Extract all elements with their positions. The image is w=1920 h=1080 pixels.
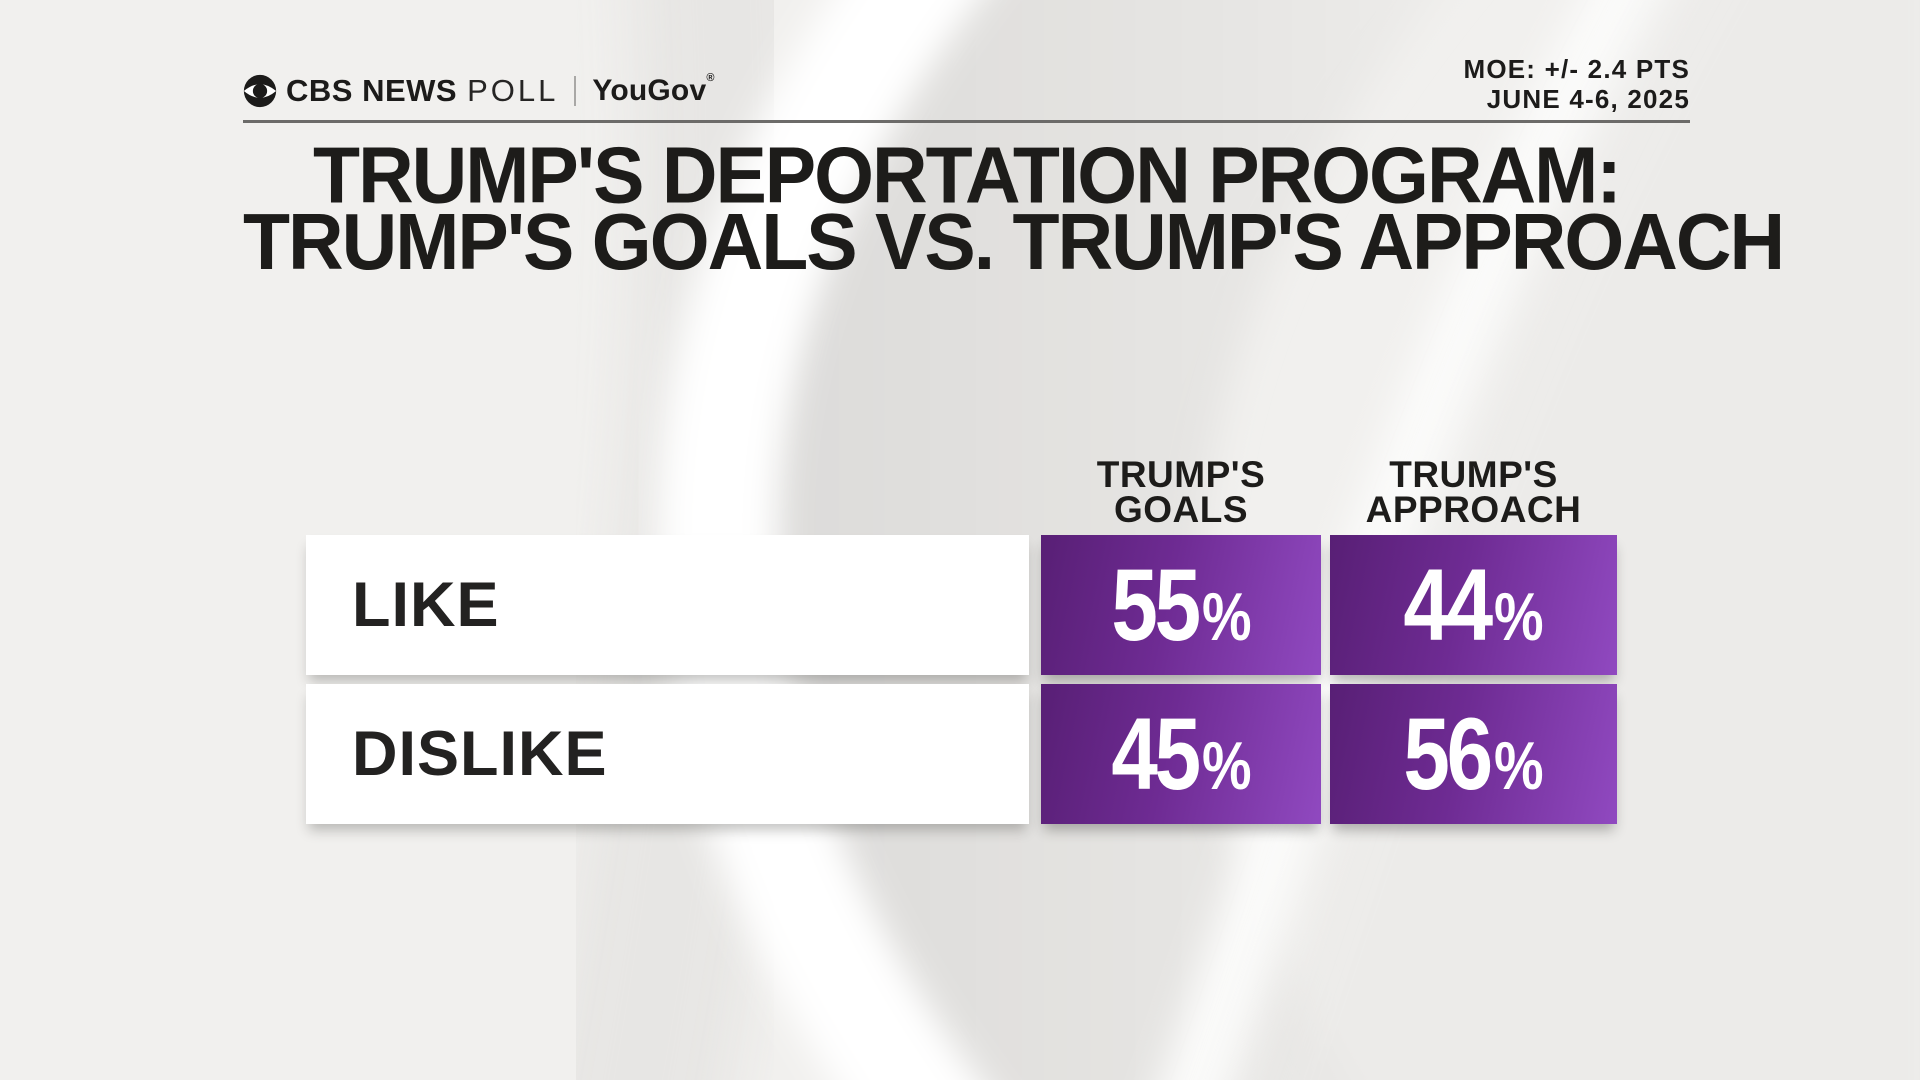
table-row: DISLIKE 45 % 56 %: [0, 684, 1920, 824]
column-header-approach-line2: APPROACH: [1365, 489, 1582, 530]
column-header-goals-line2: GOALS: [1113, 489, 1249, 530]
value-cell-goals-dislike: 45 %: [1041, 684, 1321, 824]
column-header-approach: TRUMP'S APPROACH: [1330, 454, 1617, 530]
title-line-2: TRUMP'S GOALS VS. TRUMP'S APPROACH: [243, 197, 1785, 287]
value-cell-approach-dislike: 56 %: [1330, 684, 1617, 824]
column-header-goals: TRUMP'S GOALS: [1041, 454, 1321, 530]
column-header-goals-line1: TRUMP'S: [1096, 454, 1266, 495]
cbs-eye-icon: [243, 74, 277, 108]
value-digits: 44: [1403, 548, 1493, 662]
value-cell-approach-like: 44 %: [1330, 535, 1617, 675]
row-label-text: LIKE: [352, 570, 500, 640]
value-digits: 56: [1403, 697, 1493, 811]
brand-yougov: YouGov: [592, 74, 707, 107]
percent-sign: %: [1201, 579, 1252, 655]
date-line: JUNE 4-6, 2025: [1486, 84, 1690, 114]
percent-sign: %: [1201, 728, 1252, 804]
row-label-like: LIKE: [306, 535, 1029, 675]
page-title: TRUMP'S DEPORTATION PROGRAM: TRUMP'S GOA…: [243, 130, 1785, 287]
value-digits: 45: [1110, 697, 1201, 811]
row-label-dislike: DISLIKE: [306, 684, 1029, 824]
brand-cbs-news: CBS NEWS: [286, 73, 458, 108]
moe-line: MOE: +/- 2.4 PTS: [1463, 54, 1690, 84]
title-line-1: TRUMP'S DEPORTATION PROGRAM:: [313, 130, 1622, 220]
row-label-text: DISLIKE: [352, 719, 608, 789]
header-divider: [243, 120, 1690, 123]
column-header-approach-line1: TRUMP'S: [1389, 454, 1558, 495]
percent-sign: %: [1494, 728, 1544, 804]
brand-lockup: CBS NEWS POLL YouGov ®: [243, 70, 714, 112]
registered-trademark-mark: ®: [706, 72, 715, 84]
brand-poll: POLL: [467, 73, 559, 108]
brand-divider: [574, 76, 577, 106]
poll-meta: MOE: +/- 2.4 PTS JUNE 4-6, 2025: [1463, 54, 1690, 114]
percent-sign: %: [1494, 579, 1544, 655]
value-digits: 55: [1110, 548, 1201, 662]
value-cell-goals-like: 55 %: [1041, 535, 1321, 675]
table-row: LIKE 55 % 44 %: [0, 535, 1920, 675]
